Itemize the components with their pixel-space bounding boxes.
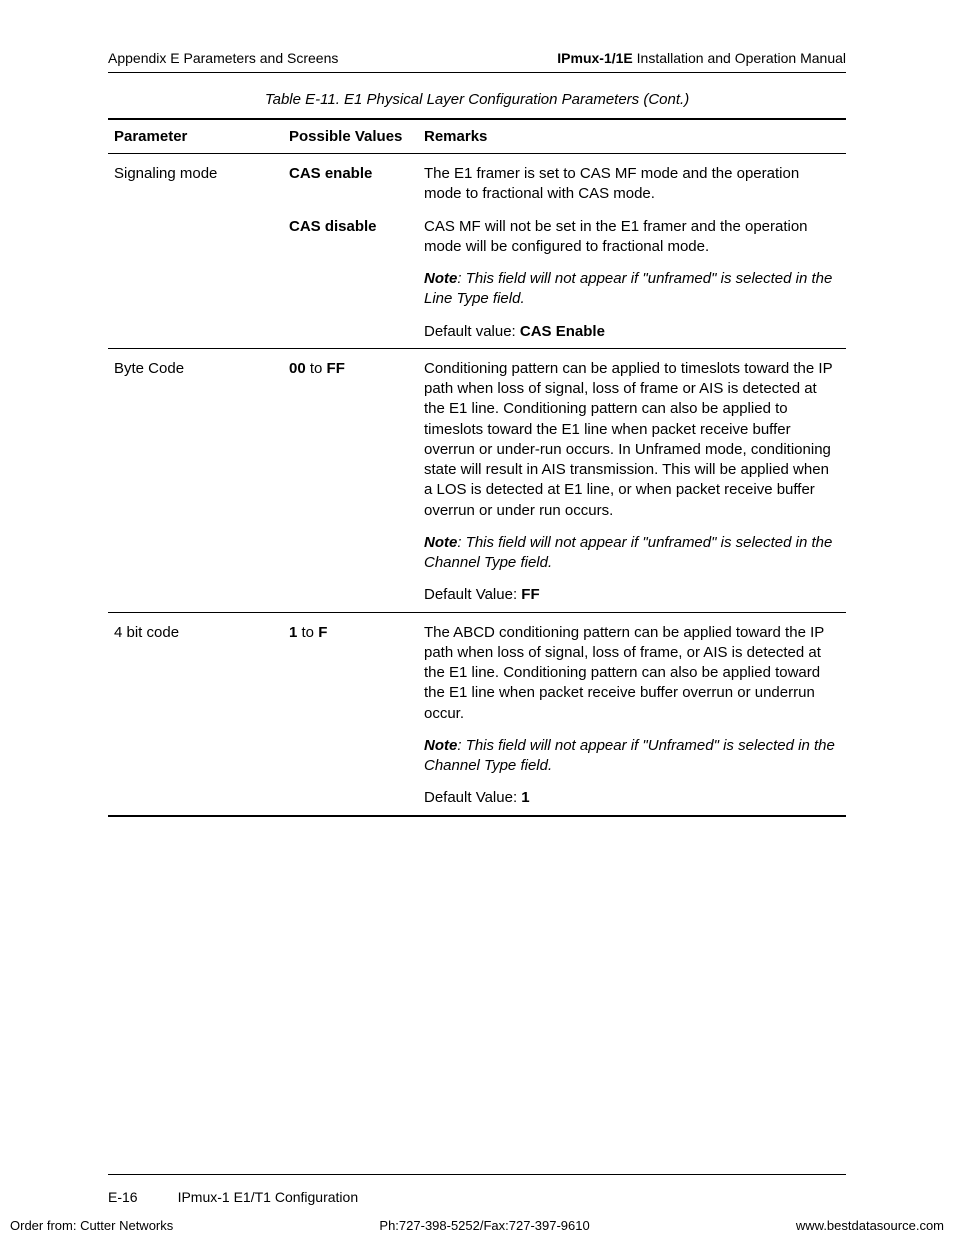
row-signaling-2: CAS disable CAS MF will not be set in th… [108, 211, 846, 264]
cell-param [108, 211, 283, 264]
table-header-row: Parameter Possible Values Remarks [108, 119, 846, 154]
col-header-parameter: Parameter [108, 119, 283, 154]
value-post: F [318, 624, 327, 641]
cell-value [283, 730, 418, 783]
value-mid: to [297, 624, 318, 641]
row-4bit-default: Default Value: 1 [108, 782, 846, 815]
order-left: Order from: Cutter Networks [10, 1218, 173, 1233]
cell-remark: Conditioning pattern can be applied to t… [418, 348, 846, 527]
default-label: Default Value: [424, 789, 521, 806]
page-number: E-16 [108, 1189, 138, 1205]
order-right: www.bestdatasource.com [796, 1218, 944, 1233]
row-bytecode-default: Default Value: FF [108, 579, 846, 612]
cell-param [108, 527, 283, 580]
value-mid: to [306, 360, 327, 377]
cell-param [108, 316, 283, 349]
cell-remark: The ABCD conditioning pattern can be app… [418, 612, 846, 730]
footer-section: IPmux-1 E1/T1 Configuration [178, 1189, 359, 1205]
cell-remark-note: Note: This field will not appear if "unf… [418, 527, 846, 580]
note-label: Note [424, 737, 457, 754]
note-text: : This field will not appear if "Unframe… [424, 737, 835, 774]
cell-param: Signaling mode [108, 154, 283, 211]
table-caption: Table E-11. E1 Physical Layer Configurat… [108, 91, 846, 108]
default-value: CAS Enable [520, 323, 605, 340]
cell-value [283, 316, 418, 349]
row-4bit-note: Note: This field will not appear if "Unf… [108, 730, 846, 783]
row-signaling-note: Note: This field will not appear if "unf… [108, 263, 846, 316]
page-footer: E-16 IPmux-1 E1/T1 Configuration [108, 1189, 846, 1205]
default-label: Default value: [424, 323, 520, 340]
row-4bit-1: 4 bit code 1 to F The ABCD conditioning … [108, 612, 846, 730]
cell-value: 00 to FF [283, 348, 418, 527]
row-bytecode-1: Byte Code 00 to FF Conditioning pattern … [108, 348, 846, 527]
header-left: Appendix E Parameters and Screens [108, 50, 338, 66]
header-right-bold: IPmux-1/1E [557, 50, 632, 66]
document-page: Appendix E Parameters and Screens IPmux-… [0, 0, 954, 1235]
cell-param [108, 579, 283, 612]
cell-value: CAS enable [283, 154, 418, 211]
cell-param [108, 782, 283, 815]
cell-value: 1 to F [283, 612, 418, 730]
note-label: Note [424, 270, 457, 287]
note-text: : This field will not appear if "unframe… [424, 534, 832, 571]
cell-default: Default Value: 1 [418, 782, 846, 815]
cell-default: Default value: CAS Enable [418, 316, 846, 349]
cell-value [283, 782, 418, 815]
note-text: : This field will not appear if "unframe… [424, 270, 832, 307]
col-header-remarks: Remarks [418, 119, 846, 154]
cell-value: CAS disable [283, 211, 418, 264]
cell-remark-note: Note: This field will not appear if "Unf… [418, 730, 846, 783]
cell-value [283, 527, 418, 580]
cell-value [283, 263, 418, 316]
running-header: Appendix E Parameters and Screens IPmux-… [108, 50, 846, 73]
value-post: FF [327, 360, 345, 377]
cell-remark-note: Note: This field will not appear if "unf… [418, 263, 846, 316]
cell-default: Default Value: FF [418, 579, 846, 612]
cell-param: 4 bit code [108, 612, 283, 730]
cell-param [108, 730, 283, 783]
value-pre: 00 [289, 360, 306, 377]
order-mid: Ph:727-398-5252/Fax:727-397-9610 [379, 1218, 589, 1233]
default-value: 1 [521, 789, 529, 806]
cell-param [108, 263, 283, 316]
default-value: FF [521, 586, 539, 603]
note-label: Note [424, 534, 457, 551]
col-header-values: Possible Values [283, 119, 418, 154]
default-label: Default Value: [424, 586, 521, 603]
cell-remark: The E1 framer is set to CAS MF mode and … [418, 154, 846, 211]
footer-rule [108, 1174, 846, 1175]
row-signaling-default: Default value: CAS Enable [108, 316, 846, 349]
cell-param: Byte Code [108, 348, 283, 527]
header-right: IPmux-1/1E Installation and Operation Ma… [557, 50, 846, 66]
row-bytecode-note: Note: This field will not appear if "unf… [108, 527, 846, 580]
order-line: Order from: Cutter Networks Ph:727-398-5… [0, 1218, 954, 1233]
header-right-rest: Installation and Operation Manual [633, 50, 846, 66]
cell-value [283, 579, 418, 612]
parameters-table: Parameter Possible Values Remarks Signal… [108, 118, 846, 817]
cell-remark: CAS MF will not be set in the E1 framer … [418, 211, 846, 264]
row-signaling-1: Signaling mode CAS enable The E1 framer … [108, 154, 846, 211]
